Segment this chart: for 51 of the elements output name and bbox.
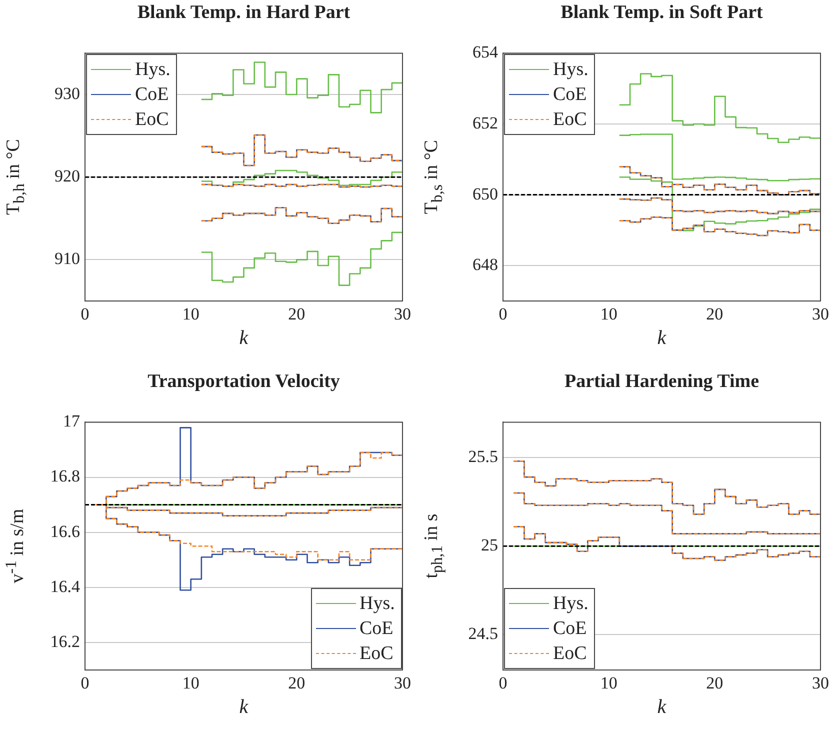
y-tick-label: 930 xyxy=(54,84,80,103)
x-tick-label: 10 xyxy=(182,304,200,324)
legend-label: EoC xyxy=(553,642,587,666)
legend-label: Hys. xyxy=(360,592,395,616)
x-tick-label: 30 xyxy=(394,304,411,324)
x-tick-label: 10 xyxy=(182,674,200,693)
y-tick-label: 910 xyxy=(54,249,80,268)
y-tick-label: 25.5 xyxy=(468,447,498,466)
y-tick-label: 16.8 xyxy=(50,466,80,486)
legend-label: CoE xyxy=(135,83,169,108)
chart-title: Transportation Velocity xyxy=(148,371,340,393)
legend-label: CoE xyxy=(553,83,587,108)
x-tick-label: 20 xyxy=(288,304,306,324)
x-tick-label: 0 xyxy=(498,304,508,324)
y-tick-label: 24.5 xyxy=(468,624,498,644)
y-tick-label: 652 xyxy=(472,113,498,132)
y-tick-label: 650 xyxy=(472,184,498,204)
x-tick-label: 10 xyxy=(600,674,618,693)
y-tick-label: 654 xyxy=(472,42,498,62)
x-axis-title: k xyxy=(239,327,248,350)
x-tick-label: 30 xyxy=(812,674,829,693)
x-tick-label: 20 xyxy=(706,304,724,324)
legend-label: CoE xyxy=(360,617,394,641)
x-tick-label: 30 xyxy=(394,674,411,693)
y-tick-label: 25 xyxy=(481,536,498,555)
y-tick-label: 16.4 xyxy=(50,576,80,596)
x-tick-label: 20 xyxy=(288,674,306,693)
legend-label: EoC xyxy=(360,642,394,666)
legend-label: Hys. xyxy=(135,58,170,82)
chart-title: Blank Temp. in Soft Part xyxy=(560,2,763,24)
y-tick-label: 920 xyxy=(54,166,80,186)
x-tick-label: 0 xyxy=(80,304,90,324)
y-tick-label: 16.2 xyxy=(50,632,80,651)
chart-title: Blank Temp. in Hard Part xyxy=(137,2,350,24)
legend-label: EoC xyxy=(135,108,169,132)
x-tick-label: 0 xyxy=(80,674,90,693)
y-tick-label: 648 xyxy=(472,255,498,274)
x-tick-label: 0 xyxy=(498,674,508,693)
y-tick-label: 16.6 xyxy=(50,522,80,541)
legend-label: CoE xyxy=(553,617,587,641)
x-tick-label: 20 xyxy=(706,674,724,693)
y-tick-label: 17 xyxy=(63,412,80,431)
legend-label: Hys. xyxy=(553,58,588,82)
legend-label: EoC xyxy=(553,108,587,132)
legend-label: Hys. xyxy=(553,592,588,616)
x-axis-title: k xyxy=(657,327,666,350)
x-tick-label: 30 xyxy=(812,304,829,324)
x-axis-title: k xyxy=(239,696,248,719)
chart-title: Partial Hardening Time xyxy=(564,371,760,393)
x-tick-label: 10 xyxy=(600,304,618,324)
x-axis-title: k xyxy=(657,696,666,719)
